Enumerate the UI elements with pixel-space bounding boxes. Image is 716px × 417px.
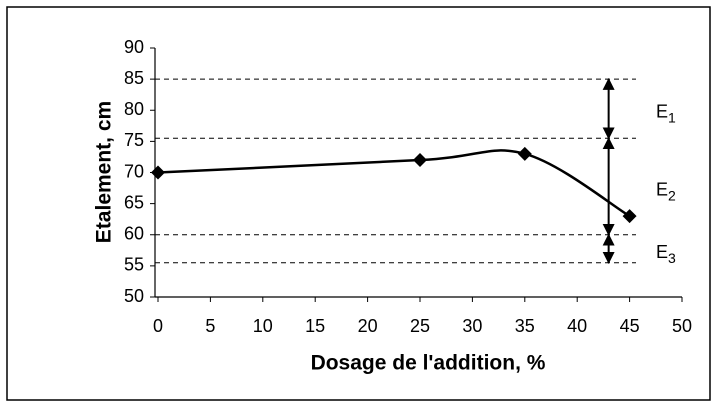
y-tick-label: 75 [124, 130, 144, 150]
y-tick-label: 80 [124, 99, 144, 119]
x-tick-label: 0 [153, 316, 163, 336]
data-marker [413, 153, 427, 168]
y-tick-label: 85 [124, 68, 144, 88]
data-marker [622, 209, 637, 224]
y-tick-label: 50 [124, 286, 144, 306]
x-tick-label: 5 [205, 316, 215, 336]
y-tick-label: 65 [124, 192, 144, 212]
x-tick-label: 40 [567, 316, 587, 336]
y-tick-label: 90 [124, 37, 144, 57]
data-line [157, 149, 631, 218]
annotation-subscript: 3 [668, 249, 676, 265]
annotation-letter: E [656, 179, 668, 199]
y-tick-label: 55 [124, 255, 144, 275]
x-tick-label: 15 [305, 316, 325, 336]
x-axis-title: Dosage de l'addition, % [311, 352, 546, 375]
annotation-subscript: 1 [668, 109, 676, 125]
x-tick-label: 30 [462, 316, 482, 336]
x-tick-label: 35 [515, 316, 535, 336]
annotation-label: E3 [656, 242, 676, 266]
data-marker [517, 146, 532, 161]
y-tick-label: 60 [124, 224, 144, 244]
frame [6, 6, 711, 401]
annotation-subscript: 2 [668, 187, 676, 203]
annotation-label: E2 [656, 179, 676, 203]
y-tick-label: 70 [124, 161, 144, 181]
annotation-label: E1 [656, 101, 676, 125]
annotation-letter: E [656, 242, 668, 262]
x-tick-label: 25 [410, 316, 430, 336]
x-tick-label: 50 [672, 316, 692, 336]
y-axis-title: Etalement, cm [93, 101, 116, 243]
data-marker [151, 165, 165, 180]
annotation-letter: E [656, 101, 668, 121]
x-tick-label: 10 [253, 316, 273, 336]
x-tick-label: 45 [620, 316, 640, 336]
x-tick-label: 20 [358, 316, 378, 336]
